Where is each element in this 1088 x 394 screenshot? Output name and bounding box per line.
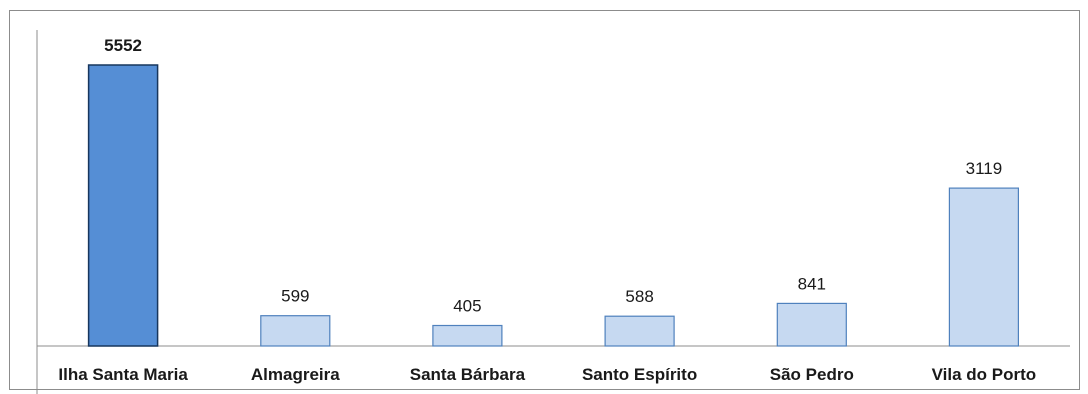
- category-label-2: Santa Bárbara: [410, 365, 526, 384]
- bar-5: [948, 187, 1020, 347]
- category-labels-layer: Ilha Santa Maria Almagreira Santa Bárbara S…: [58, 365, 1036, 384]
- category-label-3: Santo Espírito: [582, 365, 697, 384]
- category-label-5: Vila do Porto: [932, 365, 1037, 384]
- value-label-2: 405: [453, 297, 481, 316]
- bar-3: [604, 315, 675, 347]
- category-label-0: Ilha Santa Maria: [58, 365, 188, 384]
- category-label-1: Almagreira: [251, 365, 340, 384]
- bars-layer: [87, 64, 1020, 347]
- bar-1: [260, 315, 331, 347]
- value-label-4: 841: [798, 274, 826, 293]
- bar-4: [776, 302, 847, 347]
- bar-2: [432, 324, 503, 347]
- value-label-1: 599: [281, 287, 309, 306]
- value-label-3: 588: [625, 287, 653, 306]
- chart-frame: [9, 10, 1080, 390]
- category-label-4: São Pedro: [770, 365, 854, 384]
- value-label-5: 3119: [966, 159, 1003, 178]
- bar-0: [87, 64, 159, 347]
- value-label-0: 5552: [104, 36, 142, 55]
- value-labels-layer: 5552 599 405 588 841 3119: [104, 36, 1002, 316]
